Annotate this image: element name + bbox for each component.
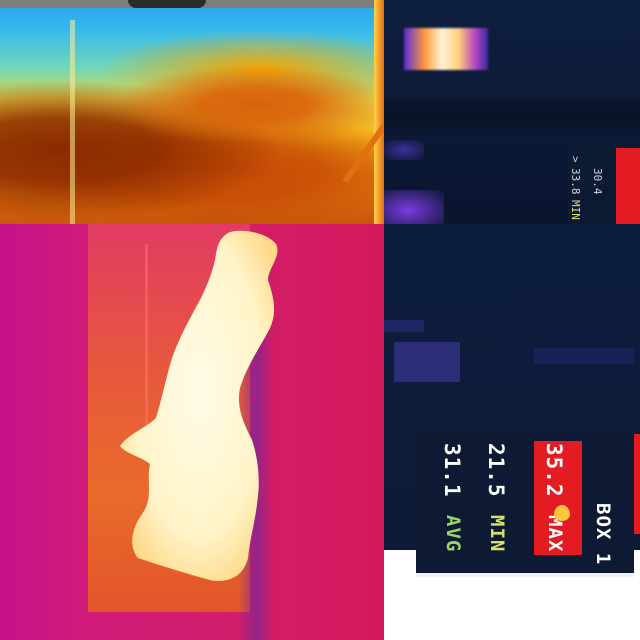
thermal-frame-dark-bottom: AVG 31.1 MIN 21.5 MAX 35.2 BOX 1 [384, 224, 640, 640]
hud-shadow [416, 573, 634, 577]
flame-icon [554, 505, 570, 521]
camera-notch [128, 0, 206, 8]
avg-label: AVG [442, 515, 464, 553]
figure-body [120, 230, 278, 582]
hud-column-min: MIN 21.5 [484, 431, 530, 573]
cool-glow-corner [384, 190, 444, 224]
hud-edge-highlight [632, 434, 640, 534]
overlay-temp-value: 30.4 [591, 168, 604, 195]
cool-shelf [534, 348, 634, 364]
temperature-overlay-partial: MIN > 33.8 30.4 [568, 148, 640, 224]
max-value: 35.2 [542, 443, 566, 498]
cool-window [394, 342, 460, 382]
hot-figure-silhouette [120, 230, 278, 582]
overlay-max-value: 33.8 [569, 168, 582, 195]
min-value: 21.5 [484, 443, 508, 498]
cool-glow [384, 140, 424, 160]
min-label: MIN [486, 515, 508, 553]
cool-object [384, 320, 424, 332]
overlay-max-prefix: > [569, 156, 582, 163]
max-highlight-box [534, 441, 582, 555]
overlay-min-label: MIN [569, 200, 582, 220]
hud-column-max: MAX 35.2 [534, 431, 574, 573]
warm-edge [374, 0, 384, 224]
thermal-frame-rainbow [0, 0, 384, 224]
box-label: BOX 1 [592, 503, 614, 566]
shadow-band [384, 95, 640, 135]
overlay-max-highlight [616, 148, 640, 224]
thermal-frame-dark-top: MIN > 33.8 30.4 [384, 0, 640, 224]
warm-pillar [70, 20, 75, 224]
hot-spot-window [404, 28, 488, 70]
hud-column-avg: AVG 31.1 [440, 431, 486, 573]
panel-frame-line [145, 244, 148, 454]
hud-column-box: BOX 1 [582, 431, 622, 573]
temperature-readout-panel: AVG 31.1 MIN 21.5 MAX 35.2 BOX 1 [416, 431, 634, 573]
avg-value: 31.1 [440, 443, 464, 498]
thermal-frame-magenta [0, 224, 384, 640]
